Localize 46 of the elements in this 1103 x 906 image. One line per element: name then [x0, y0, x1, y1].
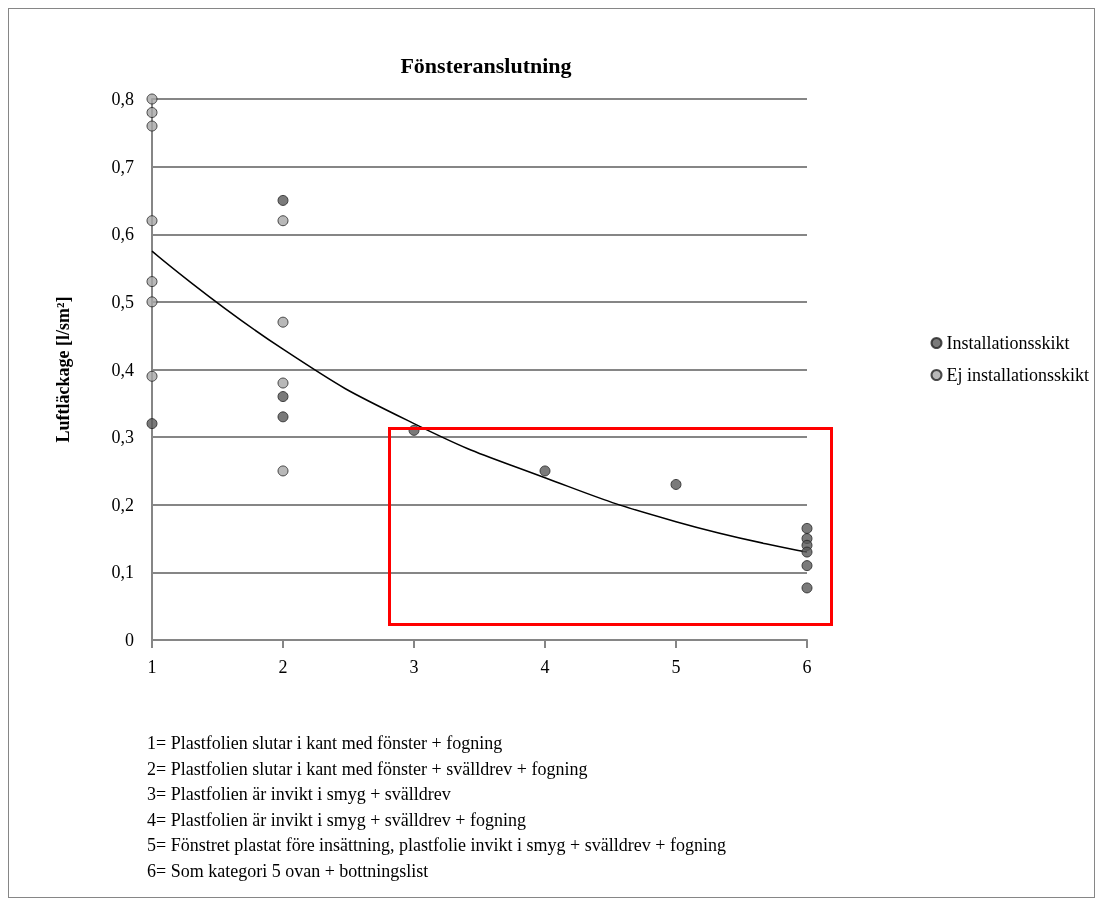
point: [146, 370, 158, 382]
y-tick-label: 0,1: [111, 562, 134, 583]
point: [146, 107, 158, 119]
y-tick-label: 0,7: [111, 156, 134, 177]
y-tick-label: 0,8: [111, 89, 134, 109]
legend-label: Installationsskikt: [946, 333, 1070, 353]
point: [146, 418, 158, 430]
x-tick-label: 2: [278, 657, 288, 677]
y-tick-label: 0,6: [111, 224, 134, 245]
x-tick-label: 1: [147, 657, 157, 677]
point: [146, 276, 158, 288]
point: [539, 465, 551, 477]
point: [801, 560, 813, 572]
text: 1= Plastfolien slutar i kant med fönster + fogning: [147, 732, 504, 755]
y-tick-label: 0,2: [111, 494, 134, 515]
y-tick-label: 0: [125, 630, 134, 650]
y-tick-label: 0,5: [111, 291, 134, 312]
text: 6= Som kategori 5 ovan + bottningslist: [147, 859, 430, 883]
point: [801, 582, 813, 594]
point: [277, 391, 289, 403]
point: [146, 215, 158, 227]
point: [277, 465, 289, 477]
point: [146, 93, 158, 105]
text: 5= Fönstret plastat före insättning, plastfolie invikt i smyg + svälldrev + fogning: [147, 834, 726, 857]
y-tick-label: 0,3: [111, 427, 134, 448]
point: [277, 194, 289, 206]
point: [801, 522, 813, 534]
x-tick-label: 6: [802, 657, 812, 677]
legend-label: Ej installationsskikt: [946, 365, 1089, 385]
x-tick-label: 3: [409, 657, 419, 677]
point: [670, 478, 682, 490]
point: [277, 215, 289, 227]
text: 3= Plastfolien är invikt i smyg + svälldrev: [147, 783, 452, 806]
text: 2= Plastfolien slutar i kant med fönster + svälldrev + fogning: [147, 757, 589, 781]
point: [801, 546, 813, 558]
text: 4= Plastfolien är invikt i smyg + svälldrev + fogning: [147, 808, 527, 832]
point: [146, 296, 158, 308]
x-tick-label: 4: [540, 657, 550, 677]
x-tick-label: 5: [671, 657, 681, 677]
chart-title: Fönsteranslutning: [400, 52, 572, 78]
point: [146, 120, 158, 132]
point: [277, 411, 289, 423]
point: [277, 316, 289, 328]
y-axis-title: Luftläckage [l/sm²]: [53, 296, 73, 443]
point: [277, 377, 289, 389]
y-tick-label: 0,4: [111, 359, 134, 380]
